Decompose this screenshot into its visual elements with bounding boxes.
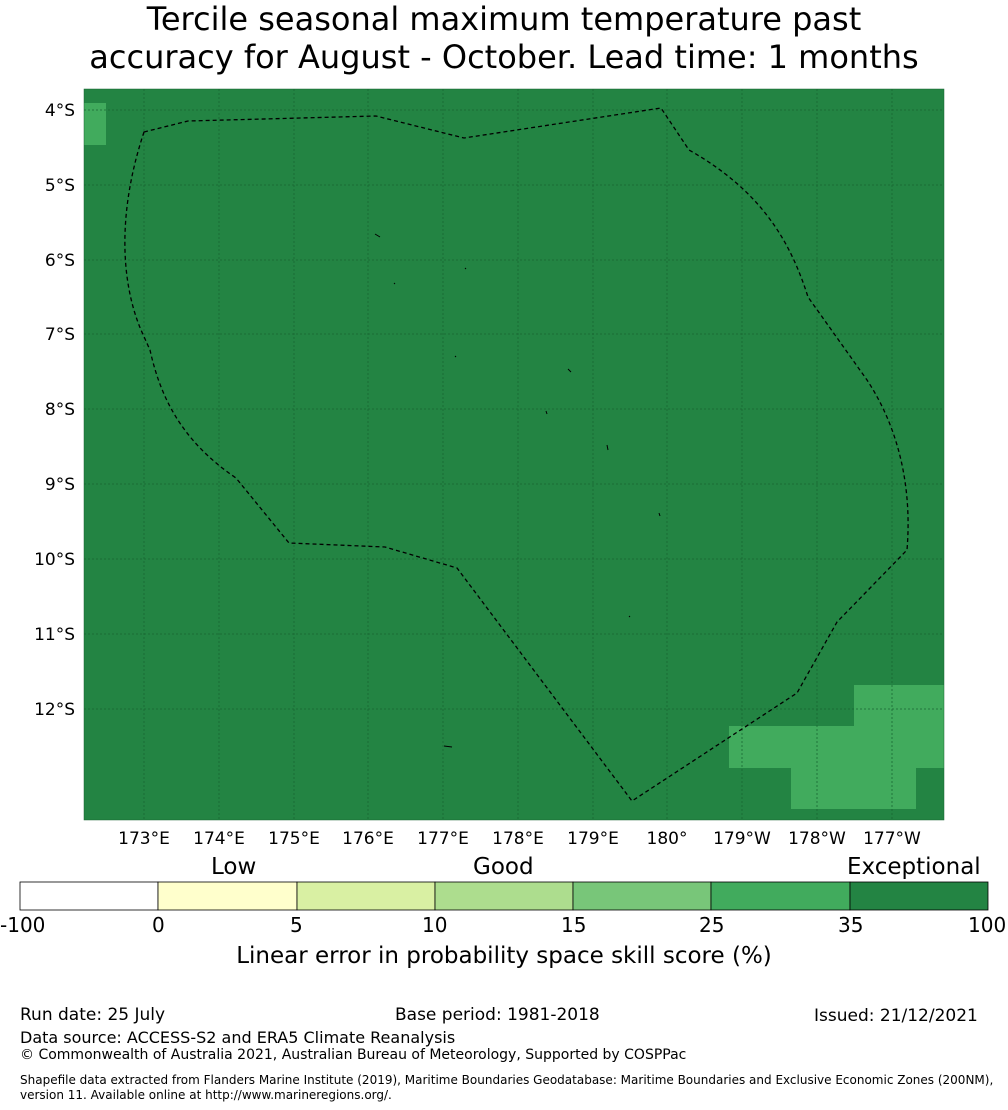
colorbar-category-exceptional: Exceptional — [847, 854, 981, 880]
colorbar — [19, 881, 989, 911]
shapefile-credit-line2: version 11. Available online at http://w… — [20, 1088, 392, 1102]
chart-title-line2: accuracy for August - October. Lead time… — [89, 38, 919, 76]
lon-label: 177°W — [863, 829, 921, 849]
colorbar-tick: 100 — [968, 913, 1007, 937]
island-outlines — [374, 233, 661, 748]
colorbar-tick: 0 — [152, 913, 165, 937]
colorbar-tick: 35 — [838, 913, 864, 937]
colorbar-segment — [849, 881, 989, 911]
lon-label: 175°E — [268, 829, 320, 849]
run-date: Run date: 25 July — [20, 1005, 166, 1025]
lat-label: 4°S — [45, 101, 75, 121]
gridlines — [84, 89, 944, 820]
lat-label: 9°S — [45, 475, 75, 495]
lat-label: 11°S — [34, 625, 75, 645]
lat-label: 8°S — [45, 400, 75, 420]
skill-region-southeast — [729, 685, 944, 809]
lon-label: 179°E — [567, 829, 619, 849]
lat-label: 12°S — [34, 700, 75, 720]
longitude-labels: 173°E 174°E 175°E 176°E 177°E 178°E 179°… — [118, 829, 921, 849]
lat-label: 10°S — [34, 550, 75, 570]
map-frame — [83, 88, 945, 821]
lat-label: 5°S — [45, 176, 75, 196]
shapefile-credit-line1: Shapefile data extracted from Flanders M… — [20, 1073, 994, 1087]
lon-label: 173°E — [118, 829, 170, 849]
lon-label: 176°E — [342, 829, 394, 849]
colorbar-tick: 15 — [561, 913, 587, 937]
colorbar-segment — [19, 881, 159, 911]
colorbar-segment — [296, 881, 436, 911]
issued-date: Issued: 21/12/2021 — [814, 1006, 978, 1026]
chart-title-line1: Tercile seasonal maximum temperature pas… — [146, 0, 862, 38]
skill-cell-northwest — [84, 103, 106, 145]
colorbar-tick: -100 — [0, 913, 46, 937]
map-background — [84, 89, 944, 820]
colorbar-segment — [710, 881, 851, 911]
lon-label: 179°W — [713, 829, 771, 849]
colorbar-tick: 10 — [422, 913, 448, 937]
lon-label: 177°E — [417, 829, 469, 849]
latitude-labels: 4°S 5°S 6°S 7°S 8°S 9°S 10°S 11°S 12°S — [34, 101, 75, 720]
data-source: Data source: ACCESS-S2 and ERA5 Climate … — [20, 1028, 456, 1047]
colorbar-segment — [157, 881, 298, 911]
lon-label: 178°E — [492, 829, 544, 849]
colorbar-segment — [572, 881, 712, 911]
lat-label: 6°S — [45, 251, 75, 271]
lon-label: 178°W — [788, 829, 846, 849]
colorbar-segment — [434, 881, 574, 911]
lat-label: 7°S — [45, 325, 75, 345]
lon-label: 174°E — [193, 829, 245, 849]
colorbar-tick: 25 — [699, 913, 725, 937]
base-period: Base period: 1981-2018 — [395, 1005, 600, 1025]
colorbar-tick: 5 — [290, 913, 303, 937]
copyright-notice: © Commonwealth of Australia 2021, Austra… — [20, 1047, 687, 1063]
colorbar-category-low: Low — [211, 854, 257, 880]
colorbar-title: Linear error in probability space skill … — [236, 943, 772, 969]
lon-label: 180° — [647, 829, 688, 849]
eez-boundary — [124, 107, 909, 802]
colorbar-category-good: Good — [473, 854, 534, 880]
